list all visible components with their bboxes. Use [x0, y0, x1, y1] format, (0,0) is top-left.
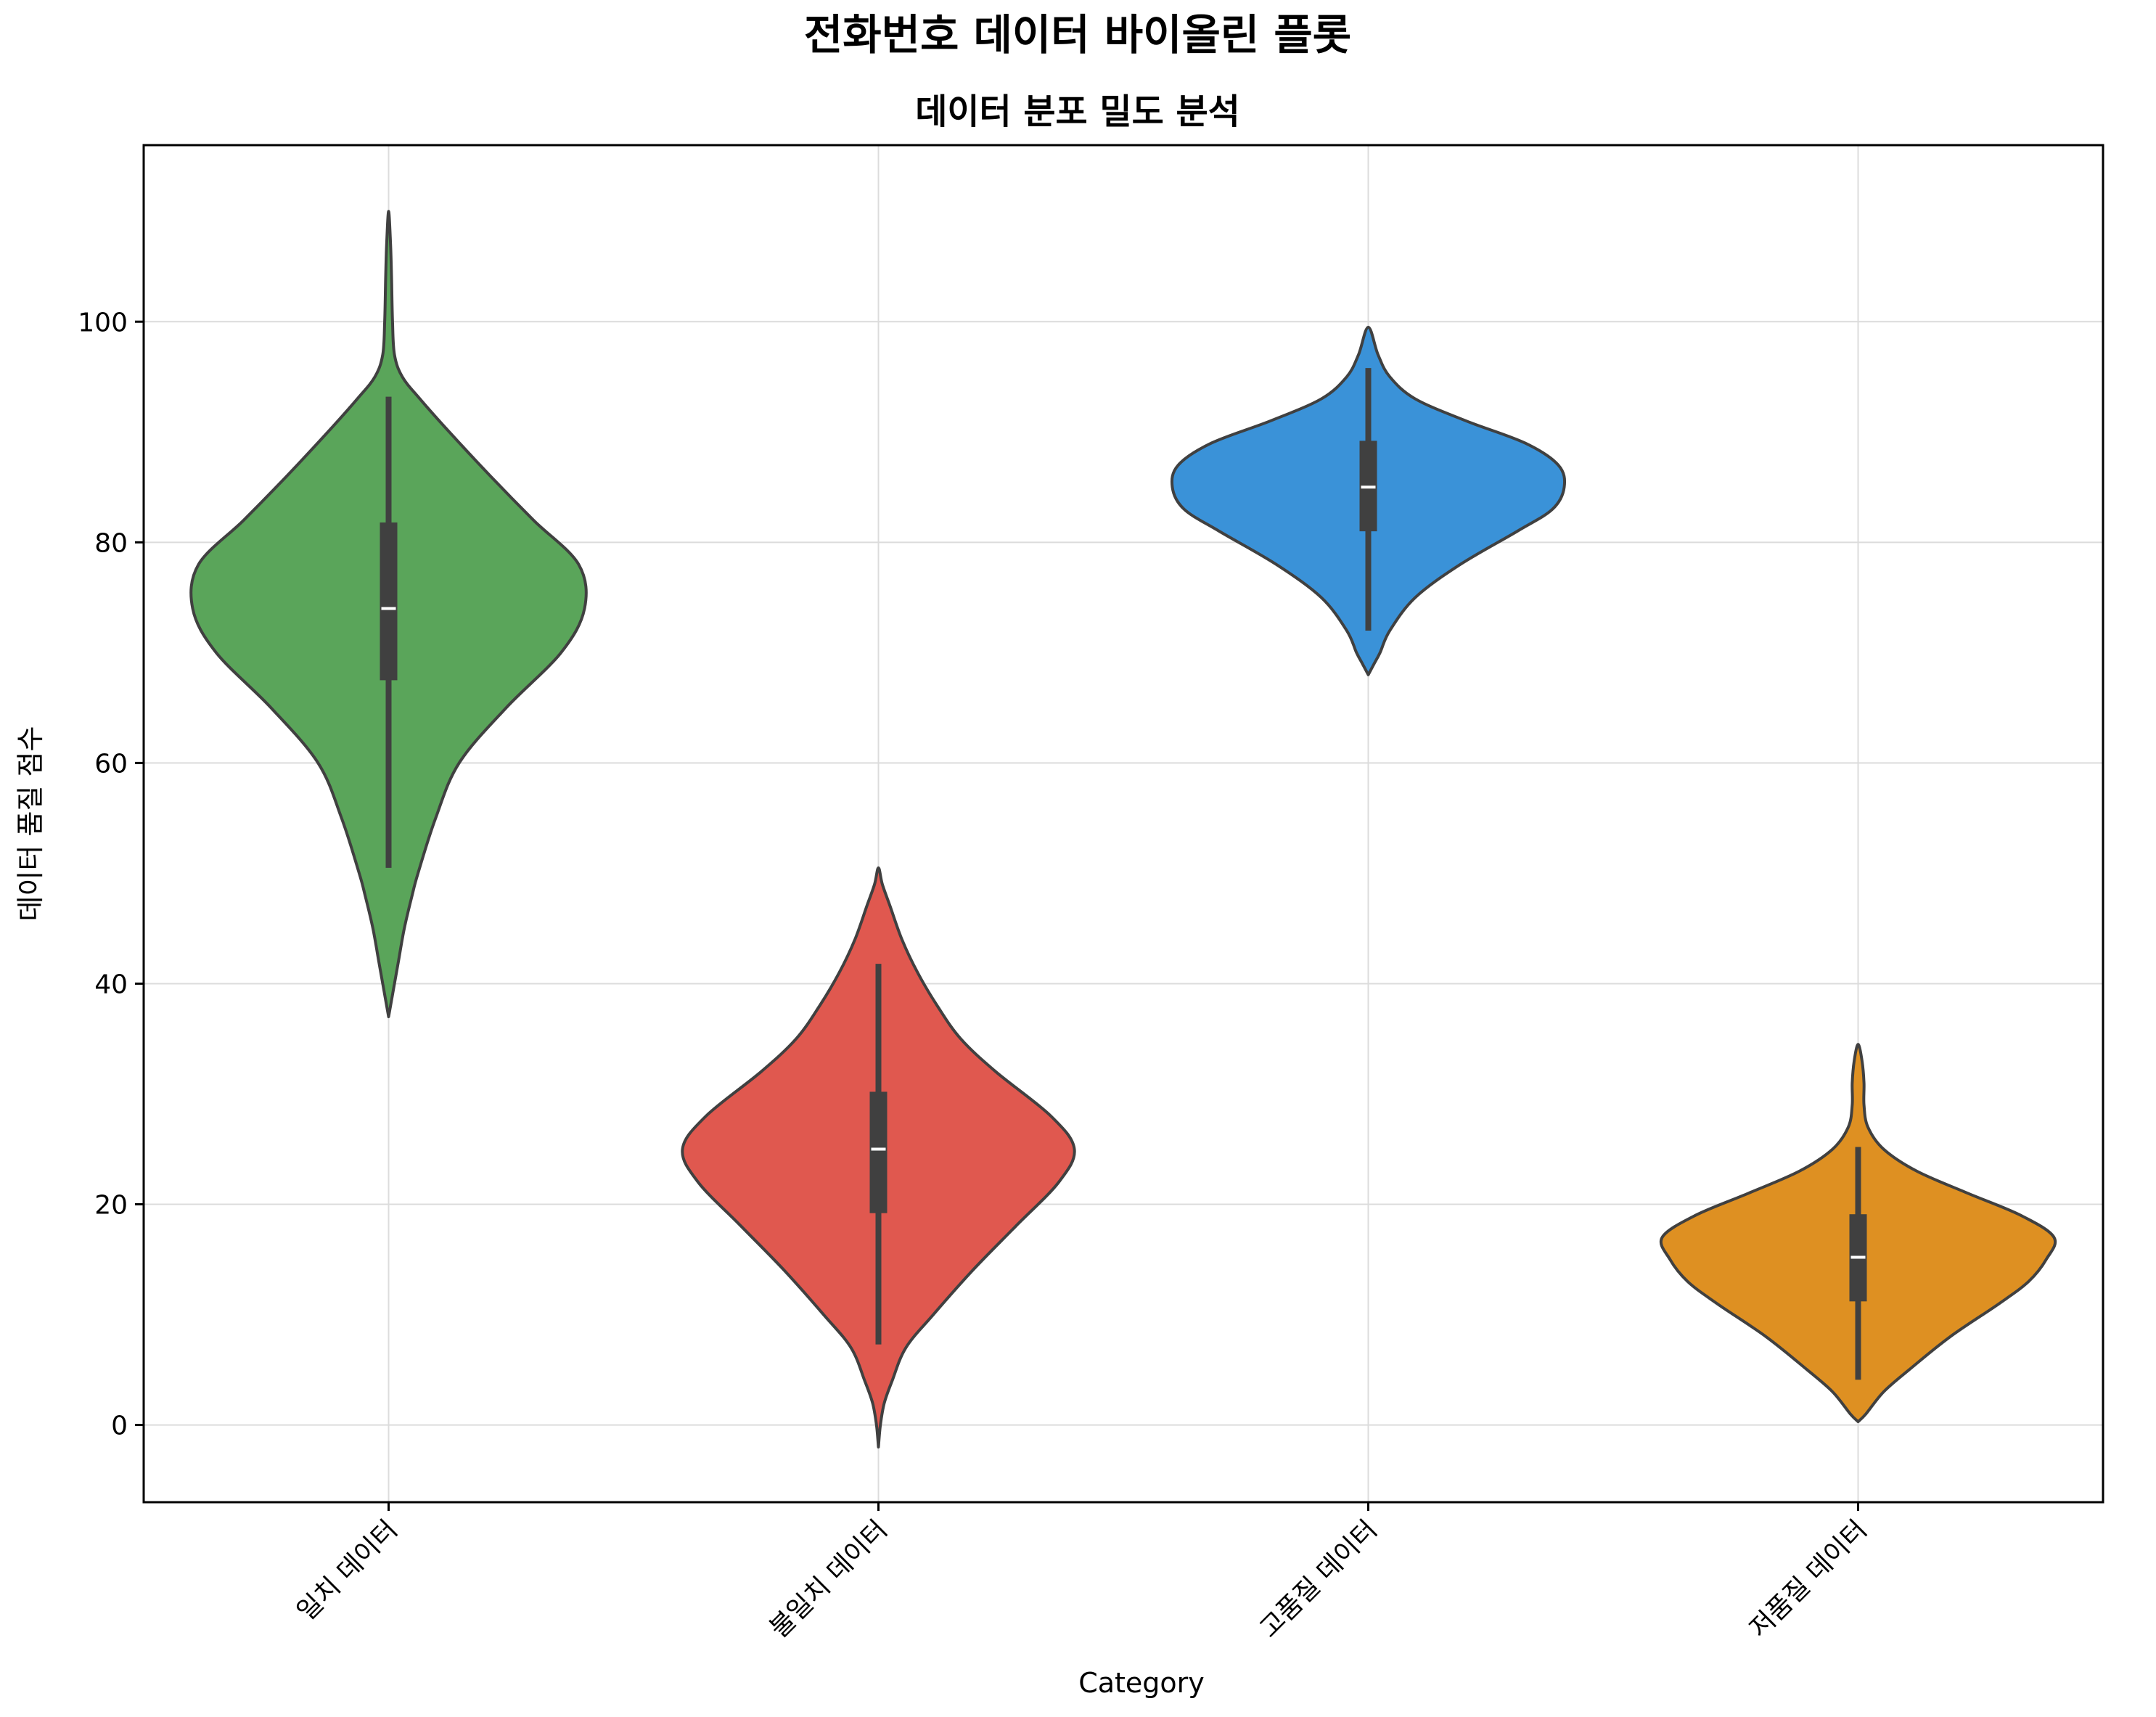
y-tick-label: 0	[111, 1411, 128, 1441]
y-axis-label: 데이터 품질 점수	[15, 726, 46, 922]
x-tick-label: 일치 데이터	[292, 1515, 403, 1626]
x-axis-label: Category	[1078, 1667, 1205, 1699]
y-tick-label: 100	[78, 308, 128, 337]
violin-3	[1659, 1043, 2057, 1424]
violin-iqr-box	[869, 1091, 888, 1213]
x-tick-label: 저품질 데이터	[1744, 1515, 1873, 1644]
chart-title: 데이터 분포 밀도 분석	[915, 91, 1240, 132]
violin-0	[189, 210, 588, 1019]
violin-2	[1170, 325, 1567, 676]
x-tick-label: 불일치 데이터	[764, 1515, 893, 1644]
x-tick-label: 고품질 데이터	[1254, 1515, 1383, 1644]
violin-1	[681, 866, 1076, 1448]
y-tick-label: 20	[94, 1191, 128, 1221]
violin-iqr-box	[380, 522, 398, 681]
y-tick-label: 80	[94, 528, 128, 558]
chart-suptitle: 전화번호 데이터 바이올린 플롯	[804, 10, 1351, 60]
y-tick-label: 40	[94, 970, 128, 999]
violins	[189, 210, 2057, 1448]
y-tick-label: 60	[94, 749, 128, 779]
plot-frame	[142, 144, 2104, 1504]
